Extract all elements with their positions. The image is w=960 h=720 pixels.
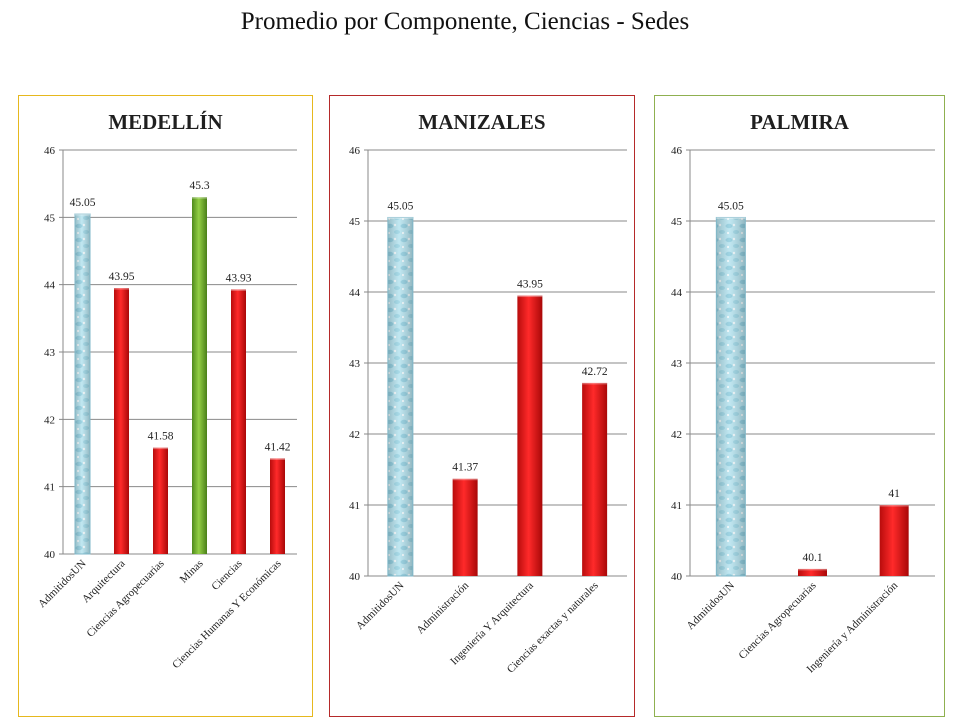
y-tick-label: 45 [671, 216, 683, 228]
chart-panel-manizales: MANIZALES 40 41 42 43 44 45 46 45.05 AdmitidosUN… [329, 95, 635, 717]
y-tick-label: 43 [44, 347, 56, 359]
data-label: 41.42 [265, 441, 291, 453]
data-label: 45.3 [189, 180, 209, 192]
bar-cap [153, 446, 168, 450]
y-tick-label: 44 [44, 280, 56, 292]
x-tick-label: AdmitidosUN [36, 558, 89, 611]
y-tick-label: 41 [671, 500, 682, 512]
y-tick-label: 45 [44, 212, 56, 224]
data-label: 41.58 [148, 431, 174, 443]
bar [153, 447, 168, 554]
data-label: 40.1 [802, 552, 822, 564]
bar-cap [75, 212, 90, 216]
bar-group [231, 287, 246, 554]
bar-group [387, 215, 414, 577]
data-label: 43.95 [517, 279, 543, 291]
x-tick-label: Minas [178, 558, 206, 586]
bar-cap [716, 215, 746, 219]
y-tick-label: 40 [44, 549, 56, 561]
x-tick-label: Ciencias Agropecuarias [84, 558, 166, 640]
bar-shading [75, 213, 90, 554]
bar-group [192, 195, 207, 554]
bar [517, 295, 543, 576]
bar-group [452, 477, 478, 576]
data-label: 45.05 [387, 200, 413, 212]
bar-group [582, 381, 608, 576]
y-tick-label: 46 [349, 145, 361, 157]
bar [231, 289, 246, 554]
page-title: Promedio por Componente, Ciencias - Sede… [240, 8, 690, 35]
bar-group [715, 215, 746, 577]
bar-chart-medellin: 4041424344454645.05AdmitidosUN43.95Arqui… [36, 145, 297, 671]
y-tick-label: 40 [671, 571, 683, 583]
chart-title: MEDELLÍN [108, 110, 223, 134]
y-tick-label: 41 [44, 482, 55, 494]
data-label: 43.95 [109, 271, 135, 283]
bar [192, 197, 207, 554]
x-tick-label: Ciencias Agropecuarias [736, 580, 818, 662]
x-tick-label: Administración [414, 579, 471, 636]
y-tick-label: 42 [44, 414, 55, 426]
bar-outline [74, 213, 91, 555]
y-tick-label: 44 [671, 287, 683, 299]
data-label: 45.05 [70, 197, 96, 209]
data-label: 45.05 [718, 200, 744, 212]
data-label: 43.93 [226, 272, 252, 284]
y-tick-label: 45 [349, 216, 361, 228]
data-label: 41 [888, 488, 900, 500]
bar-group [74, 212, 91, 555]
bar-outline [715, 216, 746, 577]
y-tick-label: 42 [349, 429, 360, 441]
bar-cap [231, 287, 246, 291]
bar-cap [879, 503, 909, 507]
bar-chart-manizales: 40 41 42 43 44 45 46 45.05 AdmitidosUN 41.37 Admin… [349, 145, 627, 676]
chart-panel-medellin: MEDELLÍN 40 41 42 43 44 45 46 45.05 AdmitidosUN 4… [18, 95, 313, 717]
data-label: 41.37 [452, 462, 478, 474]
chart-title: MANIZALES [418, 110, 546, 134]
bar-group [114, 286, 129, 554]
x-tick-label: Ingeniería y Administración [805, 579, 901, 675]
bar-outline [387, 216, 414, 577]
bar-cap [582, 381, 608, 385]
bar-cap [798, 567, 827, 571]
y-tick-label: 40 [349, 571, 361, 583]
bar [114, 288, 129, 554]
y-tick-label: 41 [349, 500, 360, 512]
x-tick-label: AdmitidosUN [354, 580, 407, 633]
bar-cap [517, 294, 543, 298]
y-tick-label: 43 [349, 358, 361, 370]
bar [270, 458, 285, 554]
bar-group [270, 456, 285, 554]
bar-cap [114, 286, 129, 290]
bar-cap [270, 456, 285, 460]
x-tick-label: AdmitidosUN [684, 580, 737, 633]
y-tick-label: 44 [349, 287, 361, 299]
bar-group [879, 503, 909, 576]
y-tick-label: 43 [671, 358, 683, 370]
bar-shading [387, 217, 413, 576]
bar-group [153, 446, 168, 554]
y-tick-label: 42 [671, 429, 682, 441]
bar [582, 382, 608, 576]
bar-chart-palmira: 40 41 42 43 44 45 46 45.05 AdmitidosUN 40.1 Cienci… [671, 145, 935, 675]
bar [798, 568, 827, 576]
bar [879, 505, 909, 576]
bar-cap [452, 477, 478, 481]
chart-panel-palmira: PALMIRA 40 41 42 43 44 45 46 45.05 AdmitidosUN 40… [654, 95, 945, 717]
chart-title: PALMIRA [750, 110, 849, 134]
bar-shading [716, 217, 746, 576]
bar [452, 478, 478, 576]
y-tick-label: 46 [44, 145, 56, 157]
x-tick-label: Ciencias [209, 558, 244, 593]
y-tick-label: 46 [671, 145, 683, 157]
bar-cap [387, 215, 413, 219]
data-label: 42.72 [582, 366, 608, 378]
bar-group [517, 294, 543, 576]
bar-cap [192, 195, 207, 199]
bar-group [798, 567, 827, 576]
